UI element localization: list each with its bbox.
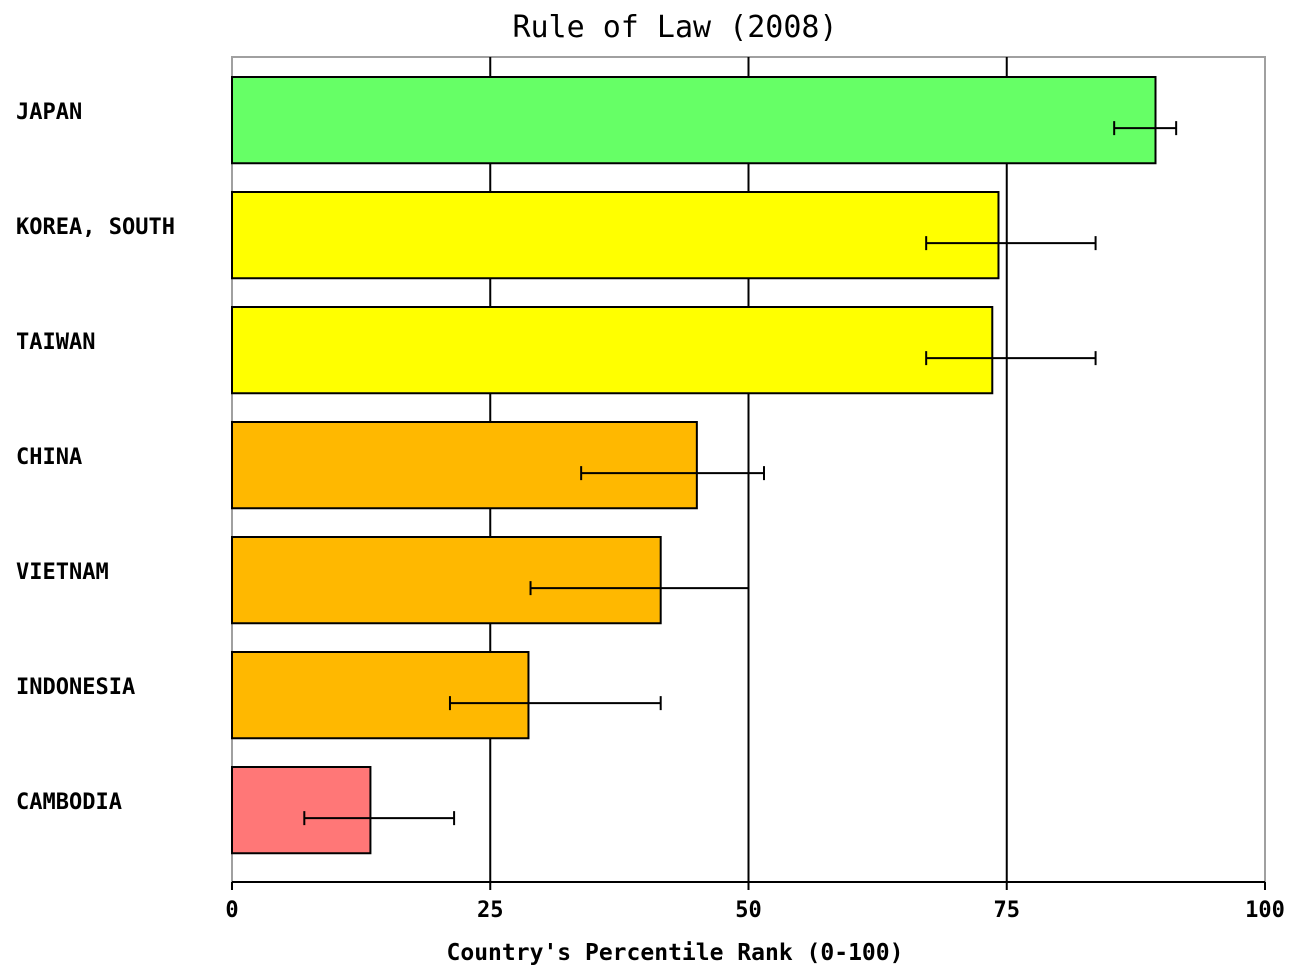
category-label: VIETNAM	[16, 560, 109, 585]
bar	[231, 536, 662, 625]
bars	[231, 76, 1157, 855]
category-label: TAIWAN	[16, 330, 95, 355]
bar	[231, 306, 994, 395]
bar	[231, 766, 372, 855]
x-tick-label: 50	[735, 898, 762, 923]
category-label: INDONESIA	[16, 675, 135, 700]
chart-title: Rule of Law (2008)	[512, 10, 837, 45]
x-axis-ticks: 0 25 50 75 100	[225, 882, 1285, 923]
category-label: JAPAN	[16, 100, 82, 125]
x-tick-label: 0	[225, 898, 238, 923]
x-tick-label: 100	[1245, 898, 1285, 923]
bar	[231, 421, 698, 510]
category-labels: JAPAN KOREA, SOUTH TAIWAN CHINA VIETNAM INDON…	[16, 100, 175, 815]
bar	[231, 76, 1157, 165]
bar	[231, 191, 1000, 280]
x-axis-title: Country's Percentile Rank (0-100)	[447, 940, 904, 965]
bar	[231, 651, 530, 740]
category-label: CHINA	[16, 445, 82, 470]
category-label: KOREA, SOUTH	[16, 215, 175, 240]
category-label: CAMBODIA	[16, 790, 122, 815]
error-bars	[303, 121, 1178, 826]
x-tick-label: 75	[994, 898, 1021, 923]
x-tick-label: 25	[477, 898, 504, 923]
